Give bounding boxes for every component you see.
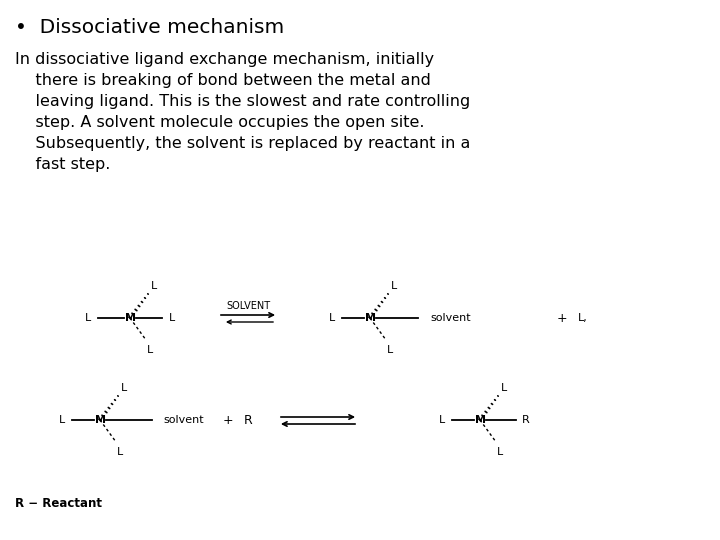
Text: R − Reactant: R − Reactant xyxy=(15,497,102,510)
Text: L: L xyxy=(85,313,91,323)
Text: L: L xyxy=(329,313,335,323)
Text: L: L xyxy=(439,415,445,425)
Text: L: L xyxy=(387,345,393,355)
Text: L: L xyxy=(501,383,507,393)
Text: +: + xyxy=(222,414,233,427)
Text: M: M xyxy=(94,415,106,425)
Text: L: L xyxy=(117,447,123,457)
Text: M: M xyxy=(364,313,376,323)
Text: SOLVENT: SOLVENT xyxy=(226,301,270,311)
Text: R: R xyxy=(243,414,253,427)
Text: L: L xyxy=(59,415,65,425)
Text: M: M xyxy=(125,313,135,323)
Text: solvent: solvent xyxy=(430,313,471,323)
Text: L: L xyxy=(169,313,175,323)
Text: R: R xyxy=(522,415,530,425)
Text: L: L xyxy=(151,281,157,291)
Text: L: L xyxy=(147,345,153,355)
Text: +: + xyxy=(557,312,567,325)
Text: M: M xyxy=(474,415,485,425)
Text: •  Dissociative mechanism: • Dissociative mechanism xyxy=(15,18,284,37)
Text: solvent: solvent xyxy=(163,415,204,425)
Text: L,: L, xyxy=(578,313,588,323)
Text: In dissociative ligand exchange mechanism, initially
    there is breaking of bo: In dissociative ligand exchange mechanis… xyxy=(15,52,470,172)
Text: L: L xyxy=(497,447,503,457)
Text: L: L xyxy=(121,383,127,393)
Text: L: L xyxy=(391,281,397,291)
